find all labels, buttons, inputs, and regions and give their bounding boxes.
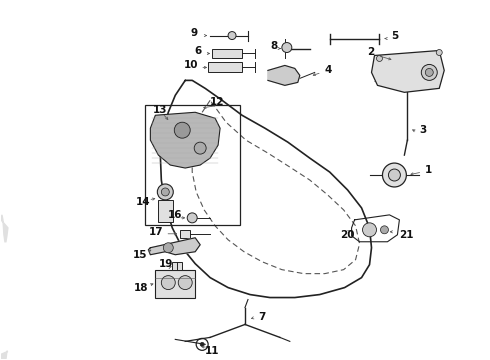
Circle shape <box>376 55 383 62</box>
Text: 15: 15 <box>132 250 147 260</box>
Circle shape <box>194 142 206 154</box>
Polygon shape <box>1 351 8 360</box>
Circle shape <box>383 163 406 187</box>
Circle shape <box>161 188 169 196</box>
Bar <box>158 200 173 222</box>
Bar <box>212 49 242 58</box>
Text: 2: 2 <box>368 48 375 58</box>
Circle shape <box>421 64 437 80</box>
Circle shape <box>163 243 173 253</box>
Circle shape <box>363 223 376 237</box>
Bar <box>180 230 190 238</box>
Circle shape <box>228 32 236 40</box>
Text: 21: 21 <box>399 230 414 240</box>
Circle shape <box>425 68 433 76</box>
Polygon shape <box>148 238 200 255</box>
Bar <box>172 262 182 270</box>
Circle shape <box>380 226 389 234</box>
Circle shape <box>187 213 197 223</box>
Text: 13: 13 <box>152 105 167 115</box>
Text: 11: 11 <box>205 346 220 356</box>
Text: 3: 3 <box>419 125 427 135</box>
Circle shape <box>178 276 192 289</box>
Text: 17: 17 <box>148 227 163 237</box>
Polygon shape <box>1 215 8 242</box>
Text: 9: 9 <box>190 28 197 37</box>
Bar <box>146 105 240 225</box>
Circle shape <box>161 276 175 289</box>
Bar <box>208 62 242 72</box>
Text: 8: 8 <box>270 41 277 50</box>
Text: 20: 20 <box>340 230 354 240</box>
Polygon shape <box>268 66 300 85</box>
Text: 7: 7 <box>258 312 265 323</box>
Text: 14: 14 <box>135 197 150 207</box>
Circle shape <box>157 184 173 200</box>
Circle shape <box>436 50 442 55</box>
Polygon shape <box>150 112 220 168</box>
Circle shape <box>174 122 190 138</box>
Bar <box>155 270 195 298</box>
Text: 16: 16 <box>168 210 183 220</box>
Text: 12: 12 <box>210 97 224 107</box>
Text: 6: 6 <box>194 45 201 55</box>
Circle shape <box>389 169 400 181</box>
Text: 18: 18 <box>133 283 148 293</box>
Polygon shape <box>371 50 444 92</box>
Text: 10: 10 <box>184 60 199 71</box>
Circle shape <box>282 42 292 53</box>
Text: 4: 4 <box>325 66 332 76</box>
Text: 19: 19 <box>158 259 172 269</box>
Circle shape <box>200 342 204 346</box>
Text: 5: 5 <box>392 31 399 41</box>
Text: 1: 1 <box>425 165 433 175</box>
